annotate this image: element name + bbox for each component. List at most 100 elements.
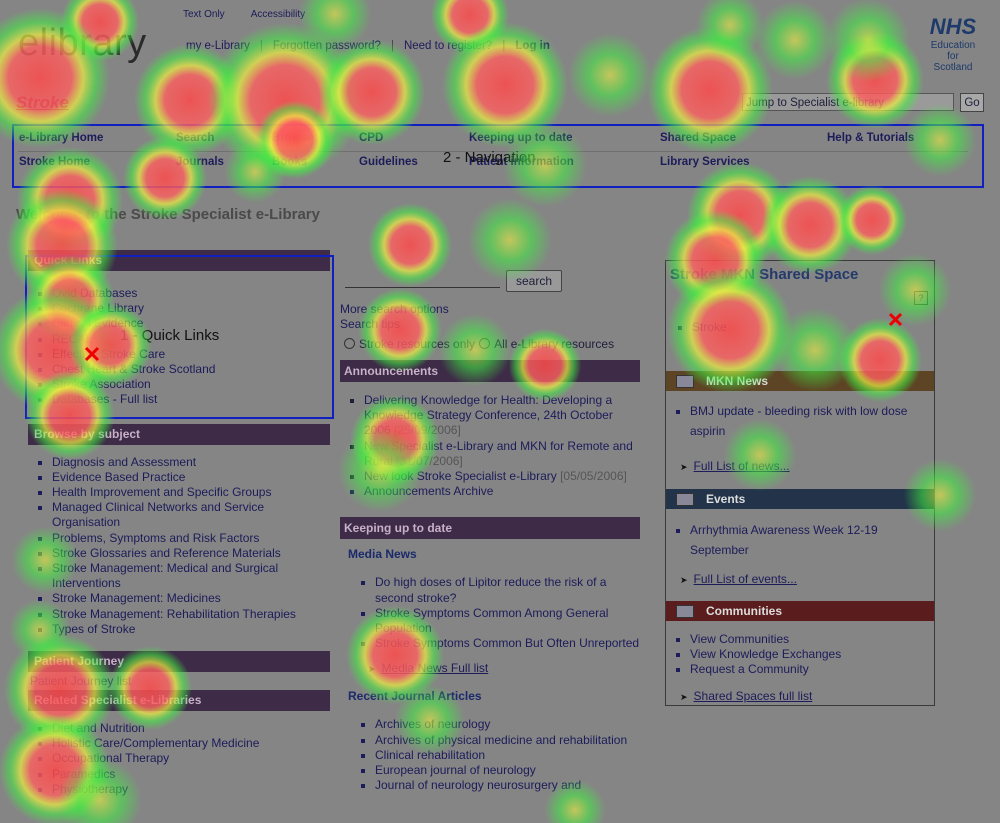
panel-bar-icon — [676, 605, 694, 618]
full-list-row: Media News Full list — [368, 661, 640, 675]
list-link[interactable]: Diagnosis and Assessment — [52, 455, 330, 470]
account-link[interactable]: my e-Library — [186, 40, 250, 52]
announcement-date: [05/05/2006] — [560, 469, 627, 484]
list-link[interactable]: Stroke — [692, 320, 727, 335]
panel-bar: MKN News — [666, 371, 934, 391]
list-link[interactable]: Paramedics — [52, 767, 330, 782]
full-list-link[interactable]: Media News Full list — [381, 661, 489, 676]
list-link[interactable]: Managed Clinical Networks and Service Or… — [52, 500, 330, 530]
full-list-row: Full List of events... — [680, 572, 797, 586]
nhs-name: NHS — [929, 14, 977, 39]
list-link[interactable]: View Knowledge Exchanges — [690, 647, 930, 662]
account-link[interactable]: Need to register? — [381, 40, 492, 52]
top-link[interactable]: Accessibility — [250, 9, 306, 20]
panel-bar: Events — [666, 489, 934, 509]
full-list-link[interactable]: Shared Spaces full list — [693, 689, 813, 703]
heat-blob — [755, 0, 835, 80]
section-header: Keeping up to date — [340, 517, 640, 540]
search-link[interactable]: More search options — [340, 302, 449, 316]
heat-blob — [837, 185, 907, 255]
heat-blob — [568, 33, 652, 117]
list-link[interactable]: Physiotherapy — [52, 782, 330, 797]
panel-bar-icon — [676, 493, 694, 506]
full-list-row: Shared Spaces full list — [680, 689, 813, 703]
announcement-date: [25/09/2006] — [394, 423, 461, 438]
search-link[interactable]: Search tips — [340, 317, 401, 331]
link-list: View CommunitiesView Knowledge Exchanges… — [666, 632, 930, 678]
top-link[interactable]: Text Only — [183, 9, 225, 20]
archive-link[interactable]: Announcements Archive — [364, 484, 640, 499]
nav-separator — [18, 151, 968, 152]
go-button[interactable]: Go — [960, 93, 984, 112]
account-link[interactable]: Log in — [492, 40, 550, 52]
site-title[interactable]: Stroke — [16, 93, 69, 112]
welcome-heading: Welcome to the Stroke Specialist e-Libra… — [16, 206, 320, 223]
list-link[interactable]: Archives of neurology — [375, 717, 640, 732]
section-header: Announcements — [340, 360, 640, 382]
help-button[interactable]: ? — [914, 291, 928, 305]
heat-blob — [826, 31, 924, 129]
link-list: Archives of neurologyArchives of physica… — [340, 717, 640, 793]
radio-option[interactable]: All e-Library resources — [479, 337, 614, 351]
link-list: Stroke — [666, 320, 727, 335]
list-link[interactable]: Stroke Symptoms Common Among General Pop… — [375, 606, 640, 636]
annotation: 1 - Quick Links — [120, 327, 220, 344]
search-input[interactable] — [345, 271, 500, 288]
announcement-link[interactable]: New look Stroke Specialist e-Library — [364, 469, 557, 484]
list-link[interactable]: Journal of neurology neurosurgery and — [375, 778, 640, 793]
full-list-link[interactable]: Full List of events... — [693, 572, 797, 586]
full-list-row: Full List of news... — [680, 459, 790, 473]
nhs-org-line: Education — [930, 40, 976, 51]
link-list: Do high doses of Lipitor reduce the risk… — [340, 575, 640, 651]
section-header: Related Specialist e-Libraries — [28, 690, 330, 712]
list-link[interactable]: Clinical rehabilitation — [375, 748, 640, 763]
nav-link[interactable]: Help & Tutorials — [827, 132, 915, 144]
list-link[interactable]: BMJ update - bleeding risk with low dose… — [690, 401, 930, 441]
nhs-org-line: Scotland — [933, 62, 973, 73]
link-list: Diet and NutritionHolistic Care/Compleme… — [28, 721, 330, 797]
nav-link[interactable]: Guidelines — [359, 156, 418, 168]
list-link[interactable]: Arrhythmia Awareness Week 12-19 Septembe… — [690, 520, 930, 560]
list-link[interactable]: Occupational Therapy — [52, 751, 330, 766]
full-list-link[interactable]: Full List of news... — [693, 459, 790, 473]
list-link[interactable]: Stroke Management: Medicines — [52, 591, 330, 606]
link-list: BMJ update - bleeding risk with low dose… — [666, 401, 930, 441]
announcement: New look Stroke Specialist e-Library [05… — [364, 469, 640, 484]
heat-blob — [696, 0, 764, 59]
jump-select[interactable]: Jump to Specialist e-library — [742, 93, 954, 111]
link-list: Arrhythmia Awareness Week 12-19 Septembe… — [666, 520, 930, 560]
list-link[interactable]: Stroke Management: Rehabilitation Therap… — [52, 607, 330, 622]
account-link[interactable]: Forgotten password? — [250, 40, 381, 52]
list-link[interactable]: Stroke Glossaries and Reference Material… — [52, 546, 330, 561]
radio-group: Stroke resources only All e-Library resou… — [344, 337, 640, 352]
list-link[interactable]: Stroke Symptoms Common But Often Unrepor… — [375, 636, 640, 651]
list-link[interactable]: European journal of neurology — [375, 763, 640, 778]
radio-circle[interactable] — [479, 338, 491, 349]
logo[interactable]: elibrary — [18, 22, 147, 64]
radio-option[interactable]: Stroke resources only — [344, 337, 475, 351]
list-link[interactable]: Types of Stroke — [52, 622, 330, 637]
shared-space-panel: Stroke MKN Shared Space? Stroke MKN News BM… — [665, 260, 935, 706]
list-link[interactable]: Health Improvement and Specific Groups — [52, 485, 330, 500]
radio-label: All e-Library resources — [494, 337, 615, 351]
nhs-logo: NHS Education for Scotland — [918, 14, 988, 73]
list-link[interactable]: Archives of physical medicine and rehabi… — [375, 733, 640, 748]
list-link[interactable]: Problems, Symptoms and Risk Factors — [52, 531, 330, 546]
list-link[interactable]: Diet and Nutrition — [52, 721, 330, 736]
panel-bar: Communities — [666, 601, 934, 621]
list-link[interactable]: Do high doses of Lipitor reduce the risk… — [375, 575, 640, 605]
link-list: Diagnosis and AssessmentEvidence Based P… — [28, 455, 330, 637]
list-link[interactable]: Holistic Care/Complementary Medicine — [52, 736, 330, 751]
announcement: New Specialist e-Library and MKN for Rem… — [364, 439, 640, 469]
account-links: my e-LibraryForgotten password?Need to r… — [186, 40, 550, 52]
list-link[interactable]: Evidence Based Practice — [52, 470, 330, 485]
radio-circle[interactable] — [344, 338, 355, 349]
list-link[interactable]: Request a Community — [690, 662, 930, 677]
list-link[interactable]: Stroke Management: Medical and Surgical … — [52, 561, 330, 591]
list-link[interactable]: Patient Journey list — [30, 674, 132, 689]
announcement-list: Delivering Knowledge for Health: Develop… — [340, 393, 640, 499]
list-link[interactable]: View Communities — [690, 632, 930, 647]
search-button[interactable]: search — [506, 270, 562, 292]
